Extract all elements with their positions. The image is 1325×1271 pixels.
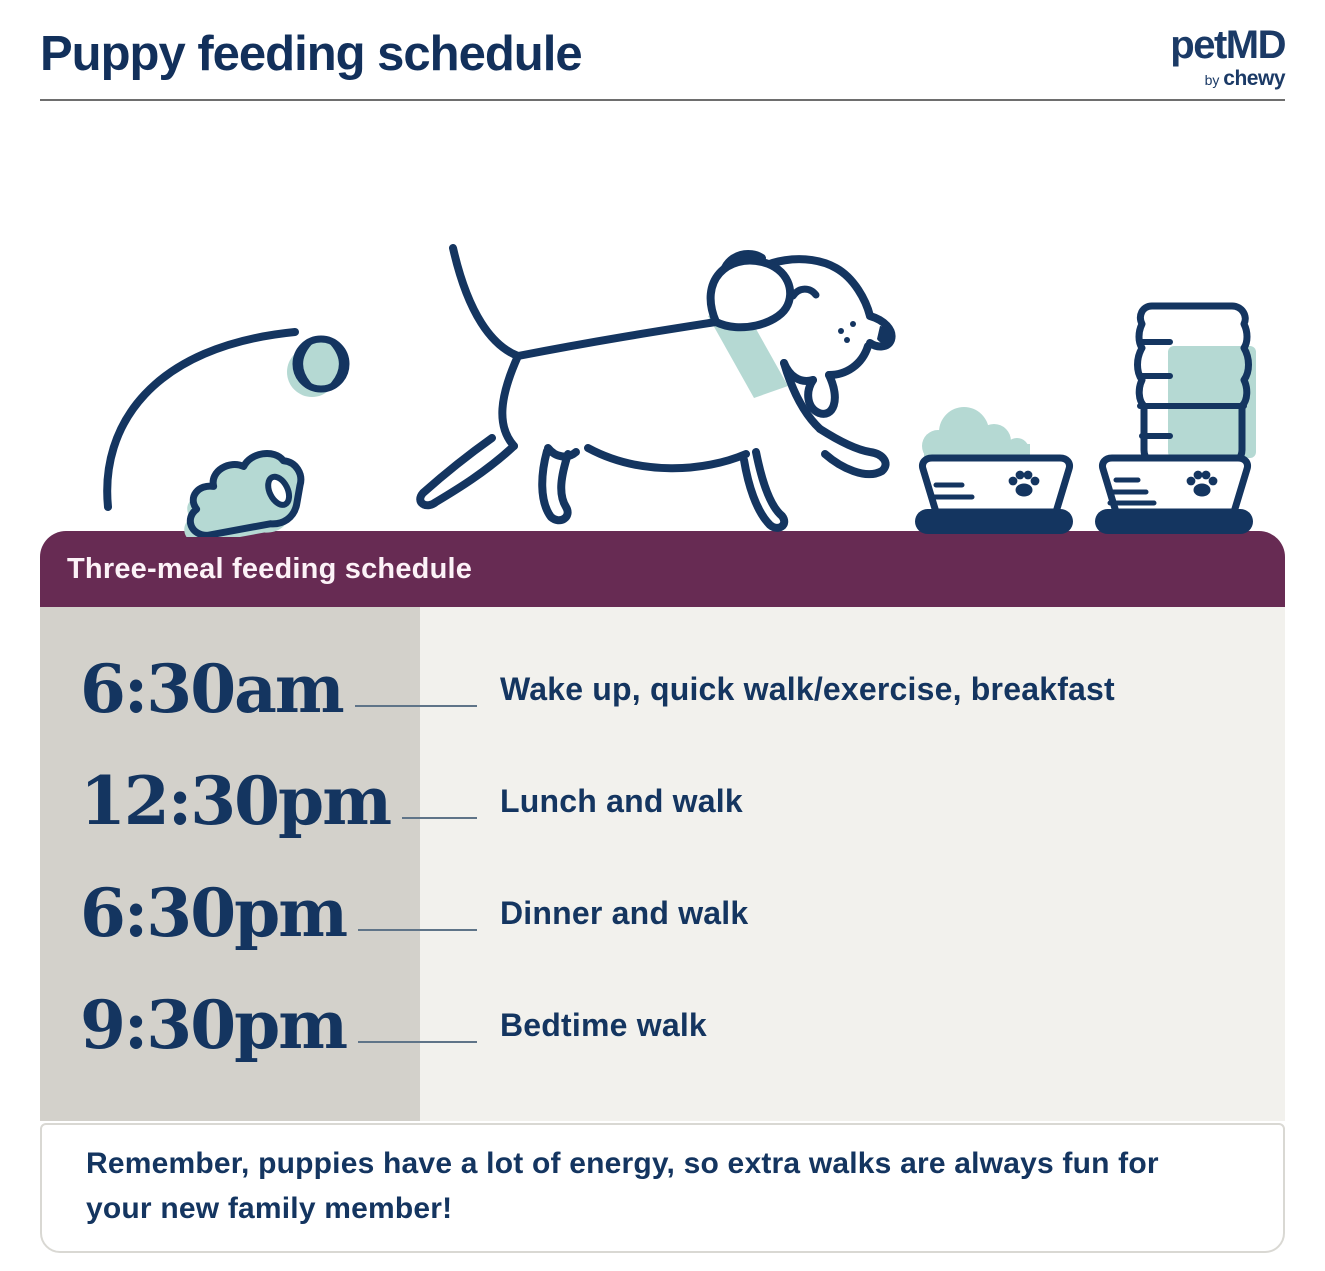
time-label: 12:30pm [80,762,392,840]
row-connector-line [354,705,477,707]
row-connector-line [358,929,477,931]
time-label: 6:30pm [80,874,348,952]
row-connector-line [358,1041,477,1043]
puppy-illustration [103,244,1256,537]
footer-note-text: Remember, puppies have a lot of energy, … [86,1147,1159,1225]
schedule-row: 12:30pm Lunch and walk [40,745,1285,857]
petmd-logo: petMD by chewy [1170,23,1286,91]
chewy-wordmark: chewy [1223,67,1285,90]
water-fill [1168,346,1256,458]
page-title: Puppy feeding schedule [40,27,583,81]
chewy-byline: by chewy [1170,67,1286,91]
row-connector-line [402,817,477,819]
activity-label: Bedtime walk [500,1006,707,1043]
petmd-wordmark: petMD [1170,23,1286,67]
time-label: 6:30am [80,650,345,728]
food-bowl-icon [915,407,1073,534]
schedule-card: Three-meal feeding schedule 6:30am Wake … [40,531,1285,1121]
activity-label: Dinner and walk [500,894,749,931]
time-cell: 12:30pm [40,768,485,834]
time-cell: 6:30am [40,656,485,722]
tennis-ball-icon [287,335,350,397]
time-cell: 6:30pm [40,880,485,946]
activity-label: Lunch and walk [500,782,743,819]
title-divider [40,99,1285,101]
time-cell: 9:30pm [40,992,485,1058]
schedule-row: 6:30am Wake up, quick walk/exercise, bre… [40,633,1285,745]
water-dispenser-icon [1095,302,1256,534]
activity-label: Wake up, quick walk/exercise, breakfast [500,670,1115,707]
time-label: 9:30pm [80,986,348,1064]
kong-toy-icon [184,450,305,537]
footer-note-box: Remember, puppies have a lot of energy, … [40,1123,1285,1253]
running-dog-icon [416,244,896,532]
schedule-row: 6:30pm Dinner and walk [40,857,1285,969]
byline-prefix: by [1204,72,1224,88]
ball-arc [103,328,299,511]
kibble [922,407,1030,462]
schedule-header-label: Three-meal feeding schedule [67,552,473,585]
schedule-row: 9:30pm Bedtime walk [40,969,1285,1081]
schedule-table: 6:30am Wake up, quick walk/exercise, bre… [40,607,1285,1121]
schedule-header-bar: Three-meal feeding schedule [40,531,1285,607]
